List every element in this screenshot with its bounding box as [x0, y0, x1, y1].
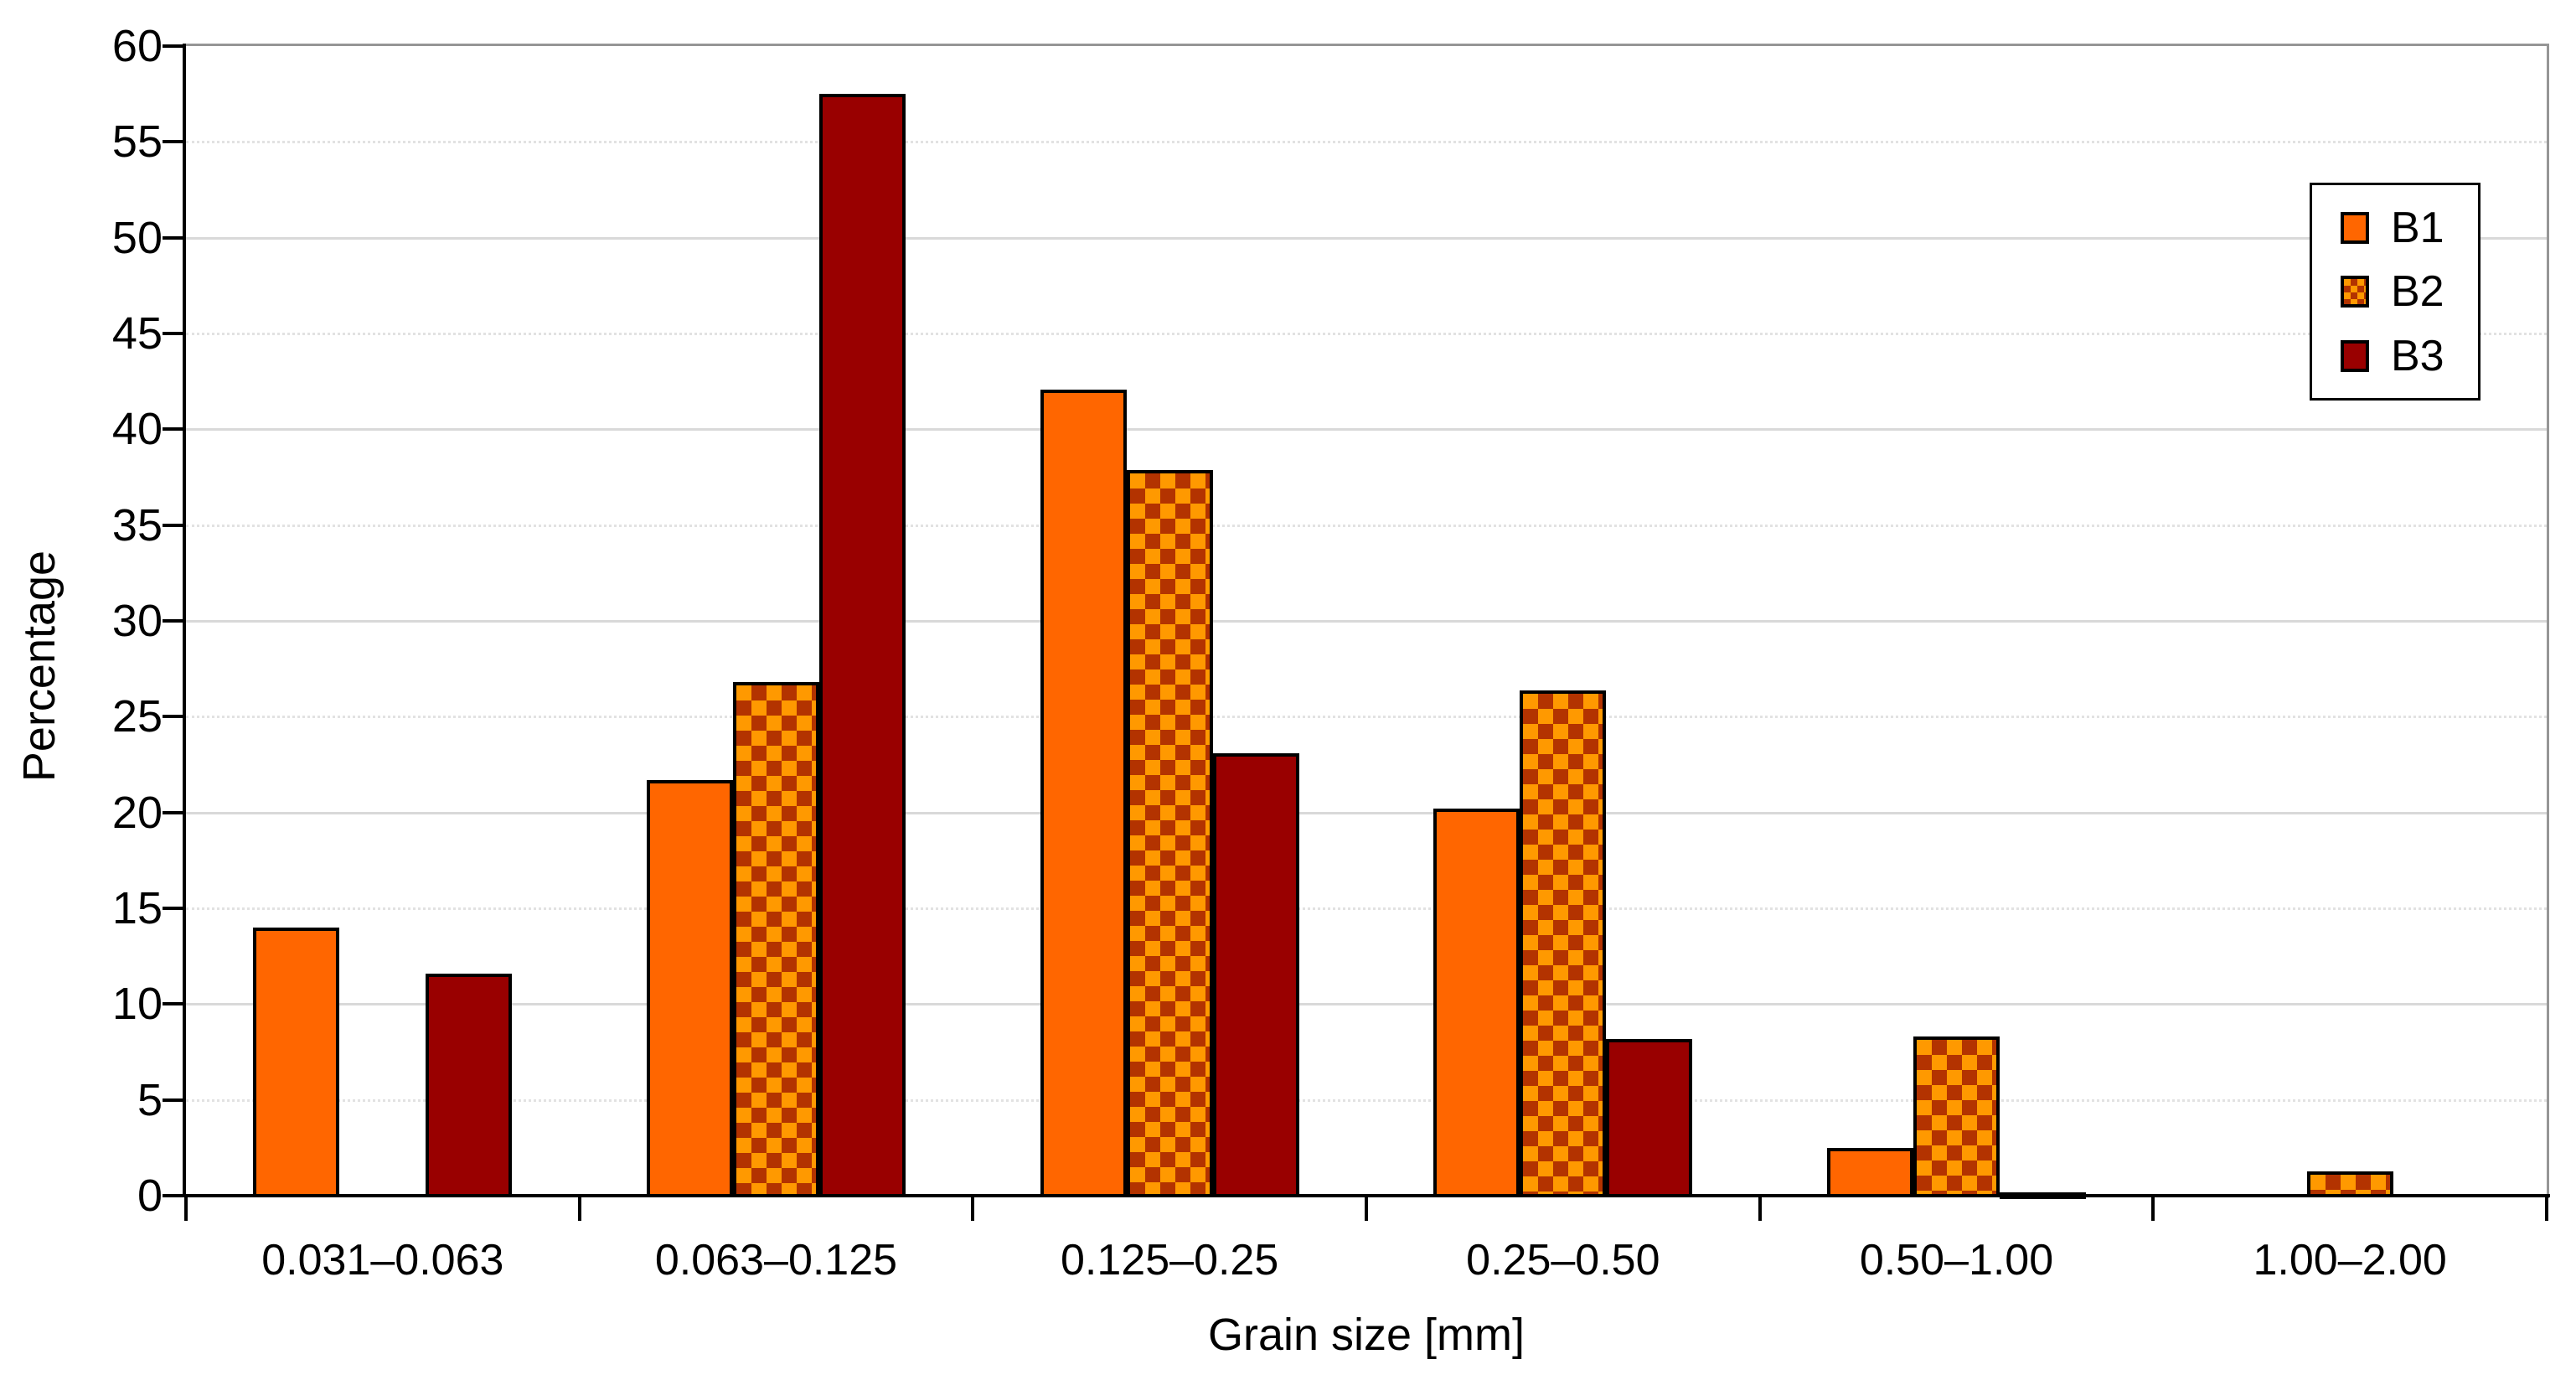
legend: B1 B2 B3	[2310, 183, 2480, 401]
bar-b2-cat4	[1520, 690, 1607, 1197]
legend-item-b3: B3	[2341, 334, 2478, 378]
y-tick-45	[163, 332, 186, 335]
x-tick-4	[1758, 1196, 1762, 1221]
x-tick-5	[2151, 1196, 2155, 1221]
y-tick-label-55: 55	[111, 116, 163, 168]
y-tick-55	[163, 140, 186, 144]
bar-b2-cat2	[733, 682, 819, 1197]
plot-area	[186, 44, 2549, 1198]
bar-b3-cat3	[1212, 753, 1299, 1197]
y-tick-35	[163, 523, 186, 527]
legend-swatch-b1	[2341, 211, 2369, 244]
x-category-label: 0.125–0.25	[1061, 1236, 1279, 1285]
bar-b1-cat2	[647, 780, 733, 1197]
x-axis-title: Grain size [mm]	[1207, 1310, 1525, 1360]
x-category-label: 0.063–0.125	[654, 1236, 898, 1285]
gridline-50	[186, 236, 2547, 240]
legend-label-b2: B2	[2391, 267, 2444, 316]
bar-b1-cat5	[1827, 1148, 1913, 1197]
legend-swatch-b2	[2341, 276, 2369, 308]
bar-b1-cat3	[1040, 389, 1127, 1197]
gridline-30	[186, 620, 2547, 623]
y-tick-40	[163, 427, 186, 432]
y-tick-label-45: 45	[111, 308, 163, 359]
gridline-10	[186, 1003, 2547, 1006]
y-tick-30	[163, 619, 186, 623]
x-tick-3	[1365, 1196, 1368, 1221]
y-tick-label-50: 50	[111, 212, 163, 263]
y-tick-20	[163, 810, 186, 814]
legend-label-b3: B3	[2391, 331, 2444, 380]
y-tick-label-15: 15	[111, 883, 163, 933]
y-tick-60	[163, 44, 186, 48]
y-tick-label-40: 40	[111, 404, 163, 455]
gridline-20	[186, 811, 2547, 814]
bar-b2-cat6	[2306, 1171, 2393, 1197]
bar-b3-cat4	[1606, 1038, 1693, 1197]
y-tick-10	[163, 1002, 186, 1006]
bar-b2-cat3	[1126, 469, 1213, 1197]
gridline-55	[186, 141, 2547, 144]
gridline-15	[186, 907, 2547, 910]
bar-b1-cat1	[253, 928, 340, 1197]
y-tick-label-30: 30	[111, 596, 163, 646]
y-tick-label-10: 10	[111, 979, 163, 1030]
bar-b2-cat5	[1913, 1036, 2000, 1197]
x-tick-0	[184, 1196, 188, 1221]
x-category-label: 1.00–2.00	[2253, 1236, 2447, 1285]
legend-item-b1: B1	[2341, 206, 2478, 250]
y-tick-0	[163, 1194, 186, 1197]
x-axis	[183, 1194, 2550, 1197]
y-tick-label-60: 60	[111, 21, 163, 71]
y-tick-label-5: 5	[137, 1074, 163, 1125]
y-axis	[183, 44, 186, 1197]
y-tick-50	[163, 235, 186, 240]
x-tick-1	[577, 1196, 581, 1221]
x-category-label: 0.25–0.50	[1466, 1236, 1660, 1285]
legend-swatch-b3	[2341, 339, 2369, 372]
x-category-label: 0.50–1.00	[1859, 1236, 2054, 1285]
y-tick-label-25: 25	[111, 691, 163, 742]
x-category-label: 0.031–0.063	[261, 1236, 504, 1285]
gridline-25	[186, 716, 2547, 719]
gridline-5	[186, 1098, 2547, 1102]
y-tick-label-35: 35	[111, 499, 163, 551]
gridline-40	[186, 428, 2547, 432]
bar-b3-cat2	[819, 94, 906, 1197]
x-tick-6	[2545, 1196, 2548, 1221]
legend-label-b1: B1	[2391, 203, 2444, 252]
y-tick-25	[163, 715, 186, 719]
y-tick-5	[163, 1098, 186, 1102]
bar-b3-cat1	[426, 974, 513, 1197]
gridline-45	[186, 333, 2547, 335]
y-tick-label-0: 0	[137, 1171, 163, 1221]
y-axis-title: Percentage	[14, 550, 65, 783]
y-tick-15	[163, 907, 186, 910]
gridline-35	[186, 524, 2547, 527]
legend-item-b2: B2	[2341, 270, 2478, 313]
bar-b1-cat4	[1433, 809, 1520, 1197]
x-tick-2	[971, 1196, 975, 1221]
y-tick-label-20: 20	[111, 787, 163, 838]
